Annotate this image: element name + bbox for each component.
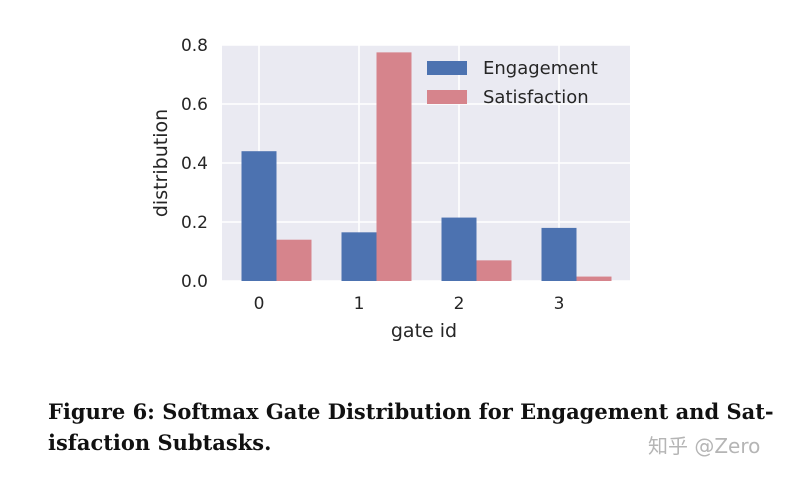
caption-line-1: Figure 6: Softmax Gate Distribution for … — [48, 399, 774, 424]
watermark: 知乎 @Zero — [648, 434, 761, 458]
y-axis-label: distribution — [150, 109, 172, 217]
y-tick-label: 0.0 — [181, 272, 208, 292]
y-tick-label: 0.8 — [181, 36, 208, 56]
x-tick-label: 3 — [554, 294, 565, 314]
x-tick-label: 0 — [254, 294, 265, 314]
caption-line-2: isfaction Subtasks. — [48, 430, 272, 455]
y-tick-label: 0.2 — [181, 213, 208, 233]
bar-engagement-1 — [341, 232, 377, 281]
bar-satisfaction-0 — [276, 239, 312, 281]
bar-engagement-0 — [241, 151, 277, 281]
bar-satisfaction-3 — [576, 276, 612, 281]
y-tick-label: 0.4 — [181, 154, 208, 174]
bar-satisfaction-2 — [476, 260, 512, 281]
bar-engagement-2 — [441, 217, 477, 281]
bar-chart: 0.0 0.2 0.4 0.6 0.8 0 1 2 3 gate id distribution En… — [150, 36, 630, 342]
bar-engagement-3 — [541, 227, 577, 281]
bar-satisfaction-1 — [376, 52, 412, 281]
figure-caption: Figure 6: Softmax Gate Distribution for … — [48, 396, 778, 458]
x-tick-label: 1 — [354, 294, 365, 314]
x-axis-label: gate id — [391, 320, 457, 342]
legend-label-engagement: Engagement — [483, 58, 598, 79]
legend-label-satisfaction: Satisfaction — [483, 87, 589, 108]
y-tick-label: 0.6 — [181, 95, 208, 115]
legend-swatch-satisfaction — [427, 90, 467, 104]
legend-swatch-engagement — [427, 61, 467, 75]
x-tick-label: 2 — [454, 294, 465, 314]
